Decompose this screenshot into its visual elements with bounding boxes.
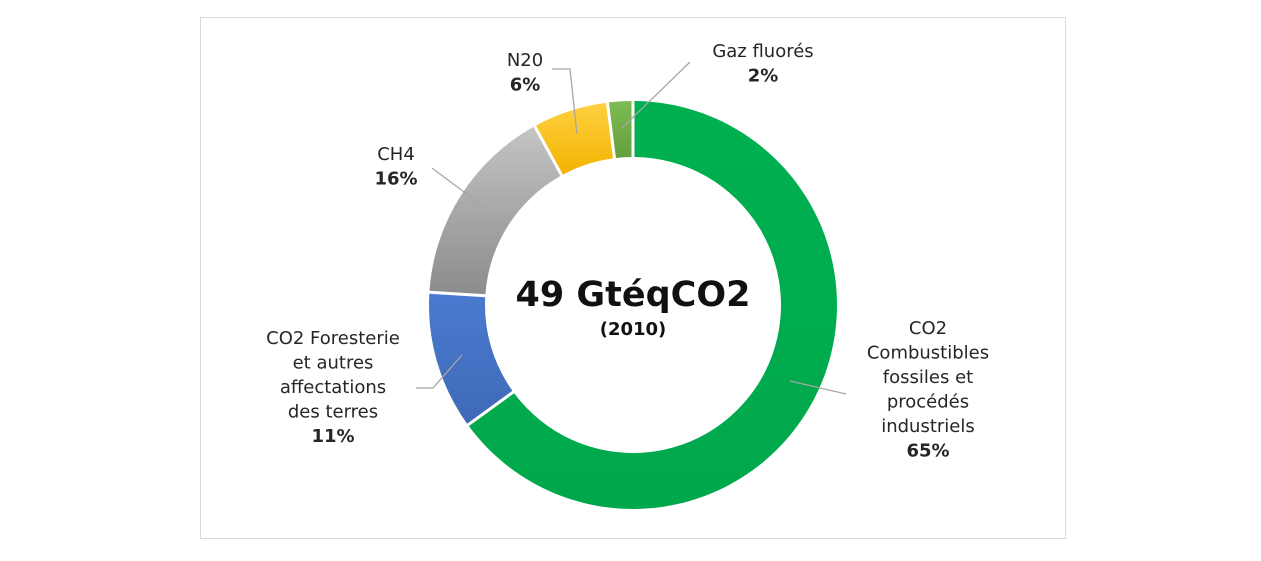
data-label-name-line: et autres [293, 353, 374, 374]
data-label-co2-fossil: CO2 Combustibles fossiles et procédés indust… [867, 318, 989, 462]
leader-line-n2o [552, 68, 578, 135]
data-label-name-line: CH4 [377, 144, 415, 165]
data-label-value: 11% [311, 426, 354, 447]
data-label-name-line: CO2 Foresterie [266, 328, 400, 349]
data-label-name-line: fossiles et [883, 367, 973, 388]
data-label-name-line: Combustibles [867, 343, 989, 364]
data-label-name-line: des terres [288, 402, 378, 423]
data-label-name-line: CO2 [909, 318, 947, 339]
data-label-value: 65% [906, 441, 949, 462]
data-label-name-line: N20 [507, 50, 543, 71]
data-label-value: 6% [510, 75, 541, 96]
data-label-value: 2% [748, 66, 779, 87]
slice-fluorinated [608, 101, 632, 158]
data-label-fluorinated: Gaz fluorés 2% [712, 41, 813, 87]
slice-n2o [536, 102, 613, 175]
chart-frame [200, 17, 1066, 539]
data-label-name-line: Gaz fluorés [712, 41, 813, 62]
slice-co2-fossil [468, 101, 837, 510]
data-label-name-line: industriels [881, 416, 975, 437]
data-label-name-line: procédés [887, 392, 969, 413]
leader-line-co2-forestry [416, 354, 463, 389]
slice-co2-forestry [429, 293, 513, 424]
center-sublabel: (2010) [600, 319, 667, 340]
slice-ch4 [429, 126, 561, 295]
leader-line-ch4 [431, 167, 485, 208]
data-label-name-line: affectations [280, 377, 386, 398]
data-label-co2-forestry: CO2 Foresterie et autres affectations des t… [266, 328, 400, 447]
data-label-value: 16% [374, 169, 417, 190]
center-label: 49 GtéqCO2 [516, 275, 751, 315]
leader-line-co2-fossil [789, 380, 847, 395]
leader-line-fluorinated [621, 61, 691, 129]
